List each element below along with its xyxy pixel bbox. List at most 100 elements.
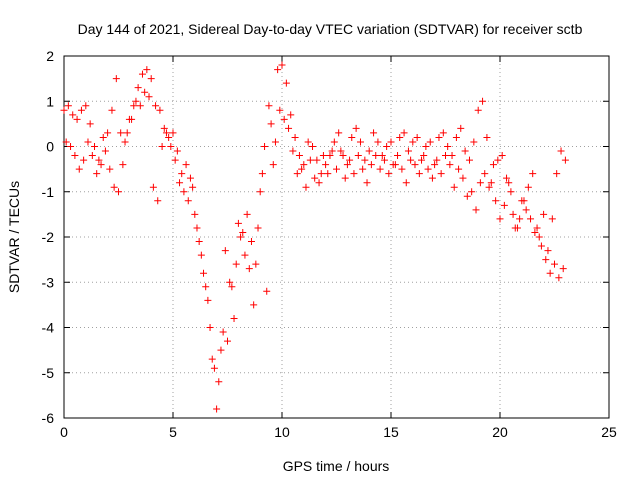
data-point [285,124,293,132]
y-tick-label: 0 [46,139,54,155]
data-point [295,152,303,160]
data-point [280,115,288,123]
data-point [396,133,404,141]
data-point [160,124,168,132]
x-tick-label: 10 [274,424,290,440]
data-point [442,152,449,160]
data-point [258,170,266,178]
data-point [64,102,72,110]
data-point [117,129,125,137]
data-point [343,161,351,169]
data-point [119,161,127,169]
data-point [112,75,120,83]
data-point [341,174,349,182]
data-point [511,224,519,232]
data-point [178,170,186,178]
data-point [230,314,238,322]
data-point [424,165,432,173]
data-point [254,224,262,232]
data-point [333,165,340,173]
data-point [108,106,116,114]
data-point [500,201,508,209]
data-point [182,161,190,169]
data-point [217,346,225,354]
y-tick-label: 1 [46,93,54,109]
data-point [398,165,406,173]
data-point [509,210,517,218]
data-point [348,133,356,141]
data-point [278,61,286,69]
data-point [287,111,295,119]
data-point [239,228,247,236]
data-point [93,170,101,178]
data-point [503,174,511,182]
data-point [86,120,94,128]
data-point [138,70,146,78]
data-point [346,156,354,164]
data-point [197,251,205,259]
data-point [524,183,532,191]
data-point [415,170,423,178]
data-point [561,156,569,164]
data-point [339,152,347,160]
data-point [213,405,221,413]
data-point [298,165,306,173]
data-point [378,152,386,160]
data-point [413,133,421,141]
data-point [394,152,402,160]
data-point [171,156,179,164]
data-point [189,183,197,191]
data-point [282,79,290,87]
y-tick-label: 2 [46,48,54,64]
data-point [313,156,321,164]
data-point [289,147,297,155]
data-point [73,115,81,123]
data-point [359,165,367,173]
data-point [147,75,155,83]
data-point [304,138,312,146]
x-tick-label: 0 [60,424,68,440]
data-point [431,161,439,169]
data-point [420,152,428,160]
data-point [555,274,563,282]
data-point [104,129,112,137]
data-point [263,287,271,295]
data-point [330,138,338,146]
x-axis-label: GPS time / hours [283,458,390,474]
data-point [365,147,373,155]
data-point [337,147,345,155]
data-point [250,301,258,309]
data-point [232,260,240,268]
data-point [535,233,543,241]
data-point [180,188,188,196]
data-point [350,170,358,178]
data-point [169,129,177,137]
data-point [141,88,149,96]
y-tick-label: -5 [42,365,55,381]
data-point [162,129,170,137]
data-point [204,296,212,304]
data-point [542,256,550,264]
data-point [437,170,445,178]
data-point [252,260,260,268]
data-point [540,210,548,218]
data-point [97,161,105,169]
data-point [361,156,369,164]
x-tick-label: 25 [601,424,617,440]
data-point [465,156,473,164]
data-point [309,143,317,150]
data-point [374,138,382,146]
data-point [354,152,362,160]
data-point [121,138,129,146]
data-point [143,66,151,74]
data-point [459,174,467,182]
data-point [206,324,214,331]
data-point [191,210,199,218]
data-point [367,161,375,169]
data-point [522,206,530,214]
data-point [450,183,458,191]
data-point [267,120,275,128]
data-point [455,165,463,173]
data-point [60,106,68,114]
data-point [370,129,378,137]
